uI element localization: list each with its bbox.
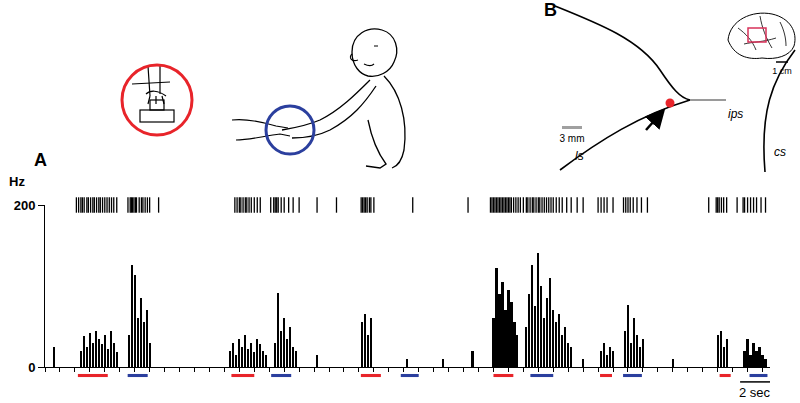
svg-text:200: 200: [14, 198, 36, 213]
svg-text:B: B: [544, 0, 557, 20]
svg-text:ips: ips: [728, 107, 743, 121]
svg-text:2 sec: 2 sec: [739, 385, 771, 400]
svg-text:A: A: [34, 150, 47, 170]
svg-text:0: 0: [28, 360, 35, 375]
svg-text:3 mm: 3 mm: [560, 133, 585, 144]
svg-text:ls: ls: [575, 149, 584, 163]
svg-text:cs: cs: [774, 145, 786, 159]
svg-text:Hz: Hz: [9, 174, 25, 189]
svg-text:1 cm: 1 cm: [772, 66, 792, 76]
